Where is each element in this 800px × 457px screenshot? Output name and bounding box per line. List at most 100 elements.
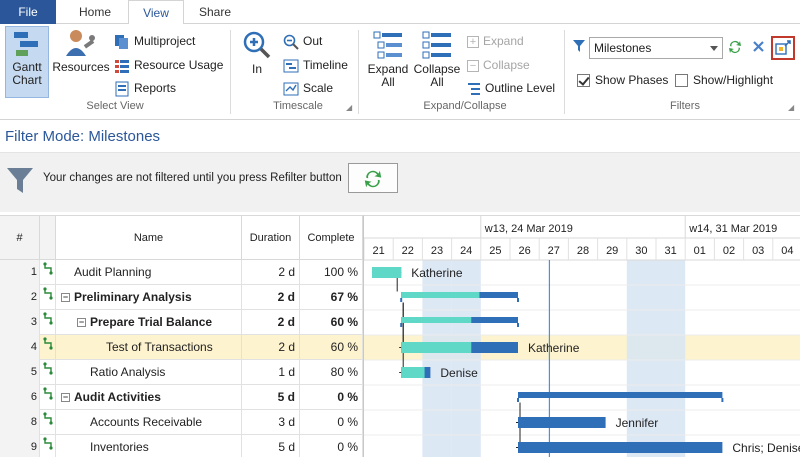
task-link-icon: [40, 285, 56, 310]
zoom-out-label: Out: [303, 34, 323, 48]
row-id: 6: [0, 385, 40, 410]
collapse-all-button[interactable]: Collapse All: [412, 30, 462, 100]
task-complete[interactable]: 80 %: [300, 360, 363, 385]
ribbon: Gantt Chart Resources Multiproject Resou…: [0, 24, 800, 120]
task-name: Preliminary Analysis: [74, 290, 192, 304]
task-complete[interactable]: 67 %: [300, 285, 363, 310]
day-label: 21: [372, 245, 384, 257]
day-label: 01: [694, 245, 706, 257]
task-duration[interactable]: 2 d: [242, 335, 300, 360]
outline-level-icon: [468, 82, 480, 95]
tab-share[interactable]: Share: [198, 5, 232, 19]
reports-button[interactable]: Reports: [114, 78, 176, 98]
timeline-label: Timeline: [303, 58, 348, 72]
task-complete[interactable]: 60 %: [300, 310, 363, 335]
multiproject-button[interactable]: Multiproject: [114, 31, 195, 51]
table-row[interactable]: 3 − Prepare Trial Balance 2 d 60 %: [0, 310, 363, 335]
filter-select[interactable]: Milestones: [589, 37, 723, 59]
task-complete[interactable]: 0 %: [300, 385, 363, 410]
table-row[interactable]: 1 Audit Planning 2 d 100 %: [0, 260, 363, 285]
task-duration[interactable]: 2 d: [242, 285, 300, 310]
expand-button[interactable]: + Expand: [467, 31, 524, 51]
tab-file[interactable]: File: [0, 0, 56, 24]
day-label: 31: [664, 245, 676, 257]
task-complete[interactable]: 0 %: [300, 435, 363, 457]
reports-icon: [115, 81, 129, 97]
task-link-icon: [40, 435, 56, 457]
task-complete[interactable]: 100 %: [300, 260, 363, 285]
table-row[interactable]: 4 Test of Transactions 2 d 60 %: [0, 335, 363, 360]
timescale-group-label: Timescale: [273, 100, 323, 112]
zoom-out-icon: [283, 34, 299, 50]
collapse-toggle-icon[interactable]: −: [61, 392, 70, 403]
refresh-filter-icon[interactable]: [727, 39, 743, 55]
table-row[interactable]: 2− Preliminary Analysis 2 d 67 %: [0, 285, 363, 310]
day-label: 28: [577, 245, 589, 257]
task-name-cell[interactable]: Test of Transactions: [56, 335, 242, 360]
resources-icon: [66, 30, 95, 56]
task-name-cell[interactable]: Audit Planning: [56, 260, 242, 285]
task-duration[interactable]: 2 d: [242, 260, 300, 285]
task-name: Audit Planning: [74, 265, 152, 279]
gantt-chart-button[interactable]: Gantt Chart: [5, 26, 49, 98]
tab-view[interactable]: View: [128, 0, 184, 25]
header-complete[interactable]: Complete: [300, 216, 363, 260]
reports-label: Reports: [134, 81, 177, 95]
timeline-button[interactable]: Timeline: [283, 55, 348, 75]
show-phases-checkbox[interactable]: Show Phases: [577, 72, 668, 88]
zoom-out-button[interactable]: Out: [283, 31, 322, 51]
zoom-in-button[interactable]: In: [238, 30, 276, 88]
task-duration[interactable]: 5 d: [242, 385, 300, 410]
ribbon-separator: [358, 30, 359, 114]
resources-button[interactable]: Resources: [52, 28, 110, 90]
resources-label: Resources: [52, 60, 110, 74]
summary-bar: [518, 392, 723, 398]
task-name-cell[interactable]: − Prepare Trial Balance: [56, 310, 242, 335]
row-id: 8: [0, 410, 40, 435]
task-name-cell[interactable]: Accounts Receivable: [56, 410, 242, 435]
expand-all-icon: [373, 31, 402, 59]
expand-all-button[interactable]: Expand All: [365, 30, 411, 100]
task-complete[interactable]: 0 %: [300, 410, 363, 435]
refilter-button[interactable]: [348, 163, 398, 193]
plus-box-icon: +: [467, 35, 479, 48]
task-name-cell[interactable]: Ratio Analysis: [56, 360, 242, 385]
tab-home[interactable]: Home: [78, 5, 111, 19]
timescale-launcher-icon[interactable]: ◢: [346, 103, 353, 112]
task-name-cell[interactable]: − Audit Activities: [56, 385, 242, 410]
task-complete[interactable]: 60 %: [300, 335, 363, 360]
table-row[interactable]: 5 Ratio Analysis 1 d 80 %: [0, 360, 363, 385]
header-name[interactable]: Name: [56, 216, 242, 260]
task-progress: [401, 342, 472, 353]
task-progress: [372, 267, 402, 278]
task-duration[interactable]: 3 d: [242, 410, 300, 435]
task-duration[interactable]: 2 d: [242, 310, 300, 335]
collapse-toggle-icon[interactable]: −: [61, 292, 70, 303]
task-name-cell[interactable]: − Preliminary Analysis: [56, 285, 242, 310]
collapse-button[interactable]: − Collapse: [467, 55, 530, 75]
row-id: 1: [0, 260, 40, 285]
show-highlight-checkbox[interactable]: Show/Highlight: [675, 72, 773, 88]
row-id: 4: [0, 335, 40, 360]
header-id[interactable]: #: [0, 216, 40, 260]
clear-filter-icon[interactable]: [752, 40, 765, 53]
filter-dialog-button[interactable]: [771, 36, 795, 60]
outline-level-button[interactable]: Outline Level: [467, 78, 555, 98]
day-label: 22: [402, 245, 414, 257]
scale-button[interactable]: Scale: [283, 78, 333, 98]
task-duration[interactable]: 1 d: [242, 360, 300, 385]
resource-usage-button[interactable]: Resource Usage: [114, 55, 223, 75]
task-duration[interactable]: 5 d: [242, 435, 300, 457]
filters-launcher-icon[interactable]: ◢: [788, 103, 795, 112]
ribbon-separator: [564, 30, 565, 114]
row-id: 3: [0, 310, 40, 335]
collapse-toggle-icon[interactable]: −: [77, 317, 86, 328]
task-name: Accounts Receivable: [90, 415, 203, 429]
task-name-cell[interactable]: Inventories: [56, 435, 242, 457]
header-duration[interactable]: Duration: [242, 216, 300, 260]
expand-all-label: Expand All: [367, 62, 409, 89]
